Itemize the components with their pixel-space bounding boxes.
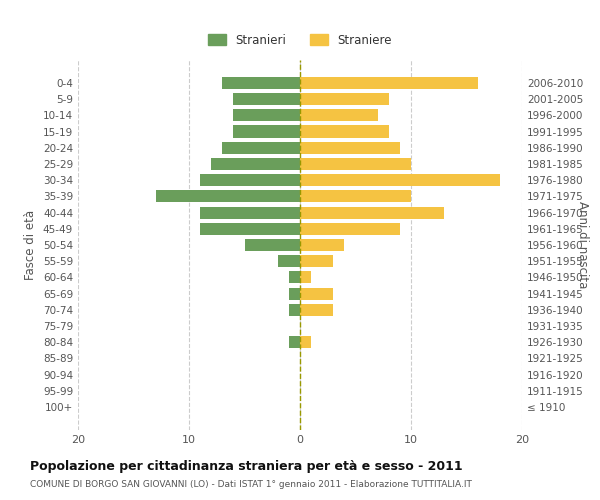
Bar — [222, 77, 300, 89]
Text: Popolazione per cittadinanza straniera per età e sesso - 2011: Popolazione per cittadinanza straniera p… — [30, 460, 463, 473]
Bar — [300, 272, 311, 283]
Bar — [300, 336, 311, 348]
Bar — [300, 190, 411, 202]
Bar — [300, 255, 334, 268]
Bar — [289, 336, 300, 348]
Text: COMUNE DI BORGO SAN GIOVANNI (LO) - Dati ISTAT 1° gennaio 2011 - Elaborazione TU: COMUNE DI BORGO SAN GIOVANNI (LO) - Dati… — [30, 480, 472, 489]
Bar — [245, 239, 300, 251]
Bar — [233, 93, 300, 105]
Bar — [300, 77, 478, 89]
Y-axis label: Fasce di età: Fasce di età — [25, 210, 37, 280]
Bar — [300, 109, 378, 122]
Bar — [300, 304, 334, 316]
Bar — [300, 142, 400, 154]
Legend: Stranieri, Straniere: Stranieri, Straniere — [203, 29, 397, 52]
Bar — [156, 190, 300, 202]
Bar — [289, 288, 300, 300]
Bar — [289, 272, 300, 283]
Bar — [278, 255, 300, 268]
Bar — [200, 174, 300, 186]
Bar — [200, 206, 300, 218]
Bar — [300, 206, 444, 218]
Bar — [289, 304, 300, 316]
Y-axis label: Anni di nascita: Anni di nascita — [576, 202, 589, 288]
Bar — [300, 93, 389, 105]
Bar — [200, 222, 300, 235]
Bar — [300, 126, 389, 138]
Bar — [233, 126, 300, 138]
Bar — [222, 142, 300, 154]
Bar — [300, 158, 411, 170]
Bar — [300, 239, 344, 251]
Bar — [233, 109, 300, 122]
Bar — [300, 288, 334, 300]
Bar — [211, 158, 300, 170]
Bar — [300, 222, 400, 235]
Bar — [300, 174, 500, 186]
